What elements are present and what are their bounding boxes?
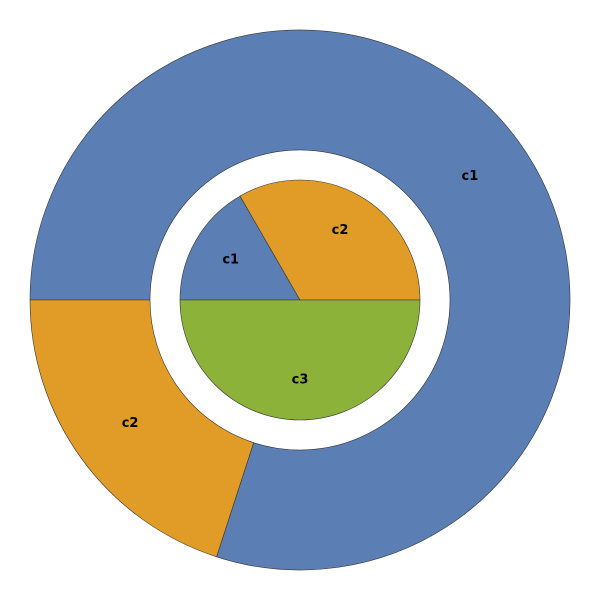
donut-segment	[29, 299, 255, 558]
slice-label: c1	[462, 169, 479, 184]
pie-slice	[179, 299, 421, 421]
slice-label: c2	[122, 416, 139, 431]
slice-label: c3	[292, 373, 309, 388]
donut-segment	[29, 29, 571, 571]
pie-slice	[239, 179, 421, 301]
slice-label: c2	[332, 223, 349, 238]
slice-label: c1	[222, 253, 239, 268]
